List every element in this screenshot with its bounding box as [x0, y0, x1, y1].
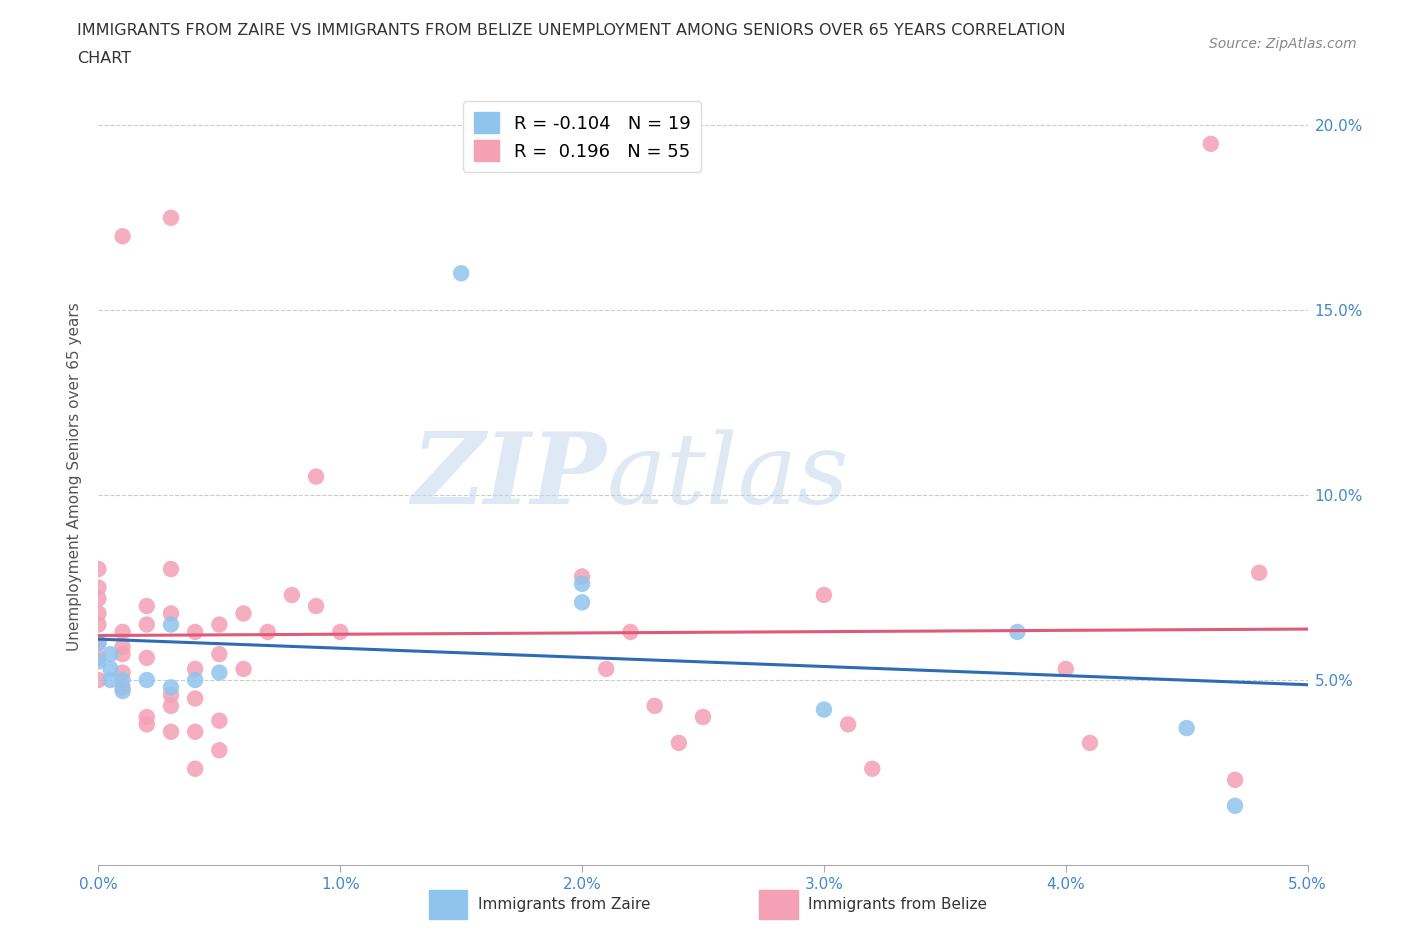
- Point: [208, 665, 231, 680]
- Point: [111, 646, 134, 661]
- Point: [256, 625, 278, 640]
- Point: [184, 625, 207, 640]
- Point: [160, 618, 183, 632]
- Point: [571, 595, 593, 610]
- Point: [571, 577, 593, 591]
- Point: [160, 606, 183, 621]
- Text: atlas: atlas: [606, 429, 849, 525]
- Text: CHART: CHART: [77, 51, 131, 66]
- Point: [595, 661, 617, 676]
- Point: [160, 680, 183, 695]
- Point: [1223, 773, 1246, 788]
- Point: [160, 698, 183, 713]
- Text: IMMIGRANTS FROM ZAIRE VS IMMIGRANTS FROM BELIZE UNEMPLOYMENT AMONG SENIORS OVER : IMMIGRANTS FROM ZAIRE VS IMMIGRANTS FROM…: [77, 23, 1066, 38]
- Point: [1249, 565, 1271, 580]
- Point: [111, 665, 134, 680]
- Point: [87, 650, 110, 665]
- Point: [135, 672, 157, 687]
- Text: Immigrants from Zaire: Immigrants from Zaire: [478, 897, 651, 912]
- Point: [160, 724, 183, 739]
- Point: [87, 672, 110, 687]
- Point: [184, 691, 207, 706]
- Point: [184, 762, 207, 777]
- Point: [100, 672, 122, 687]
- Point: [184, 672, 207, 687]
- Point: [1078, 736, 1101, 751]
- Point: [644, 698, 666, 713]
- Point: [1199, 137, 1222, 152]
- Point: [813, 702, 835, 717]
- Point: [813, 588, 835, 603]
- Point: [692, 710, 714, 724]
- Point: [87, 635, 110, 650]
- Point: [135, 710, 157, 724]
- Bar: [429, 890, 468, 919]
- Point: [160, 562, 183, 577]
- Point: [1054, 661, 1077, 676]
- Point: [837, 717, 859, 732]
- Text: Immigrants from Belize: Immigrants from Belize: [808, 897, 987, 912]
- Point: [135, 599, 157, 614]
- Text: ZIP: ZIP: [412, 429, 606, 525]
- Legend: R = -0.104   N = 19, R =  0.196   N = 55: R = -0.104 N = 19, R = 0.196 N = 55: [463, 101, 702, 172]
- Point: [87, 635, 110, 650]
- Point: [135, 618, 157, 632]
- Point: [111, 680, 134, 695]
- Point: [87, 606, 110, 621]
- Point: [232, 606, 254, 621]
- Point: [87, 591, 110, 606]
- Point: [1223, 798, 1246, 813]
- Point: [184, 661, 207, 676]
- Point: [111, 639, 134, 654]
- Point: [208, 713, 231, 728]
- Point: [87, 580, 110, 595]
- Point: [160, 687, 183, 702]
- Point: [1175, 721, 1198, 736]
- Point: [281, 588, 304, 603]
- Point: [184, 724, 207, 739]
- Point: [1007, 625, 1029, 640]
- Point: [111, 684, 134, 698]
- Point: [160, 210, 183, 225]
- Point: [208, 618, 231, 632]
- Bar: [759, 890, 799, 919]
- Y-axis label: Unemployment Among Seniors over 65 years: Unemployment Among Seniors over 65 years: [67, 302, 83, 651]
- Point: [135, 717, 157, 732]
- Point: [87, 618, 110, 632]
- Point: [305, 469, 328, 484]
- Text: Source: ZipAtlas.com: Source: ZipAtlas.com: [1209, 37, 1357, 51]
- Point: [232, 661, 254, 676]
- Point: [111, 229, 134, 244]
- Point: [111, 672, 134, 687]
- Point: [100, 661, 122, 676]
- Point: [135, 650, 157, 665]
- Point: [87, 654, 110, 669]
- Point: [329, 625, 352, 640]
- Point: [87, 562, 110, 577]
- Point: [668, 736, 690, 751]
- Point: [208, 646, 231, 661]
- Point: [619, 625, 641, 640]
- Point: [111, 625, 134, 640]
- Point: [208, 743, 231, 758]
- Point: [450, 266, 472, 281]
- Point: [571, 569, 593, 584]
- Point: [860, 762, 883, 777]
- Point: [305, 599, 328, 614]
- Point: [100, 646, 122, 661]
